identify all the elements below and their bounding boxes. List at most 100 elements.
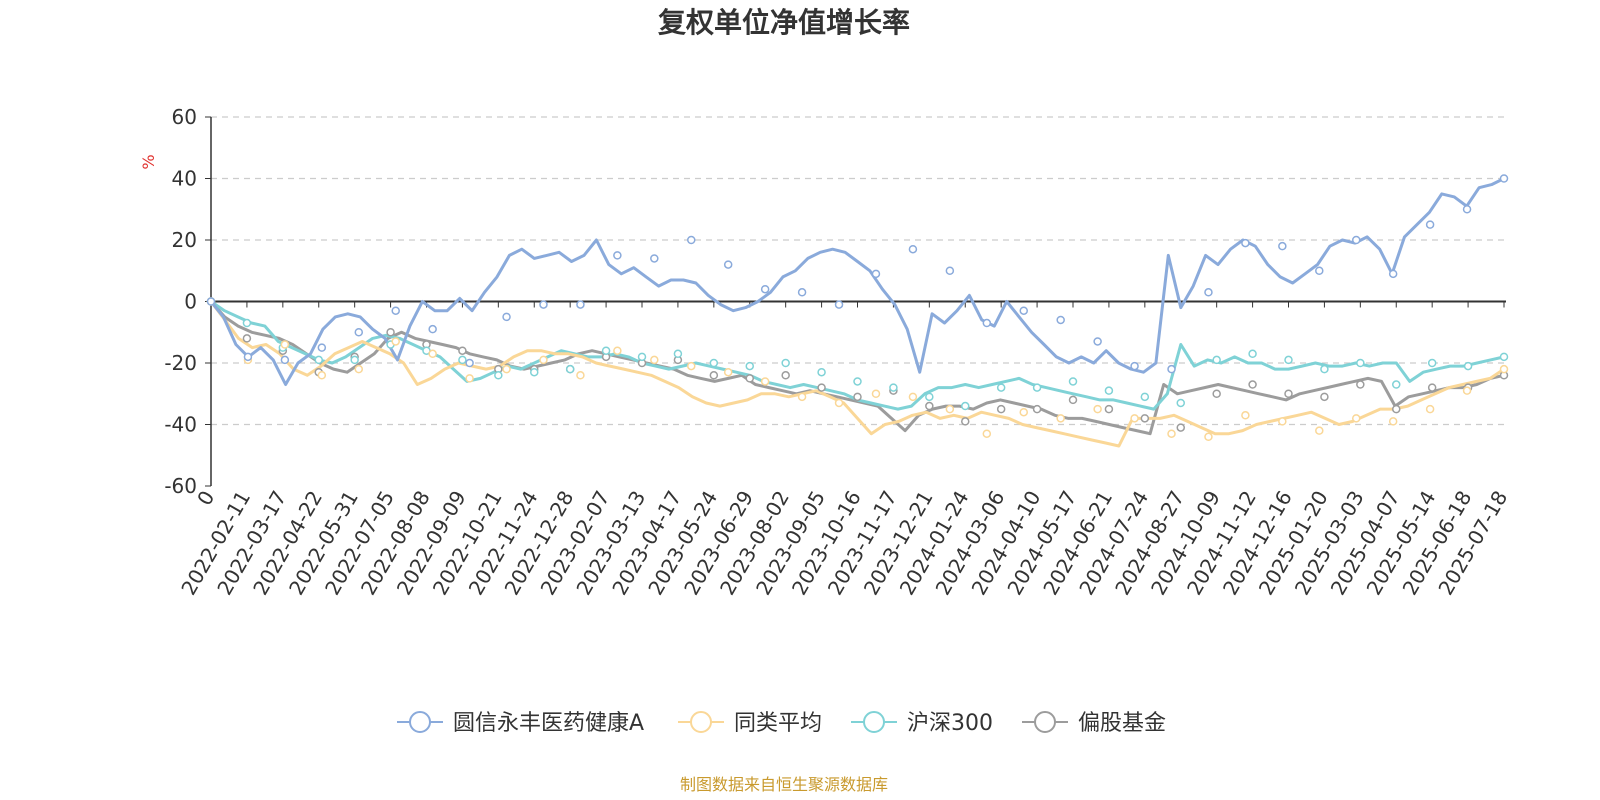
series-line-0 (209, 177, 1505, 386)
series-marker-0 (391, 306, 400, 315)
series-marker-2 (1427, 358, 1437, 368)
series-marker-0 (613, 251, 622, 260)
series-marker-2 (1140, 392, 1150, 402)
x-tick-label: 0 (192, 487, 219, 510)
series-marker-3 (1104, 404, 1114, 414)
series-marker-0 (206, 297, 216, 306)
series-marker-1 (391, 337, 400, 346)
series-marker-0 (1425, 220, 1435, 229)
series-marker-1 (687, 361, 696, 371)
series-marker-2 (350, 355, 359, 365)
series-marker-1 (723, 367, 733, 377)
series-marker-2 (494, 371, 503, 380)
series-marker-1 (1499, 364, 1509, 374)
series-marker-3 (1320, 392, 1329, 402)
series-marker-2 (709, 358, 719, 368)
legend-item-1[interactable]: 同类平均 (678, 711, 822, 736)
series-marker-1 (871, 389, 881, 398)
series-marker-3 (781, 371, 790, 380)
series-marker-0 (760, 284, 770, 294)
series-marker-3 (386, 328, 395, 337)
series-markers (206, 174, 1509, 442)
series-marker-1 (317, 371, 327, 380)
series-marker-1 (908, 392, 918, 402)
axes (210, 117, 1506, 486)
series-marker-1 (1462, 386, 1472, 395)
series-marker-3 (996, 404, 1006, 414)
series-marker-2 (781, 358, 790, 368)
series-marker-1 (1241, 411, 1250, 420)
series-marker-2 (530, 367, 539, 377)
series-marker-0 (834, 300, 844, 309)
series-marker-1 (797, 392, 807, 402)
series-marker-0 (687, 235, 696, 245)
series-marker-1 (1278, 417, 1287, 426)
series-marker-0 (1130, 361, 1139, 371)
series-marker-3 (817, 383, 826, 392)
series-marker-2 (1068, 377, 1078, 386)
series-marker-1 (1167, 429, 1176, 438)
y-tick-label: -20 (164, 351, 197, 375)
series-marker-1 (1351, 414, 1361, 423)
series-marker-1 (1204, 432, 1213, 442)
series-marker-1 (945, 404, 955, 414)
series-marker-3 (1140, 414, 1150, 423)
legend-item-2[interactable]: 沪深300 (851, 711, 993, 736)
series-marker-1 (354, 364, 364, 374)
series-marker-3 (745, 374, 754, 383)
series-marker-0 (908, 244, 918, 254)
series-marker-0 (1278, 241, 1287, 251)
series-marker-0 (1167, 364, 1176, 374)
legend-label: 同类平均 (734, 711, 822, 736)
series-marker-2 (1356, 358, 1365, 368)
series-marker-0 (576, 300, 585, 309)
series-marker-0 (280, 355, 290, 365)
series-marker-0 (1241, 238, 1250, 248)
series-marker-0 (1056, 315, 1065, 325)
series-marker-3 (853, 392, 862, 402)
series-marker-1 (834, 398, 844, 408)
legend-item-0[interactable]: 圆信永丰医药健康A (397, 711, 644, 736)
data-source-note: 制图数据来自恒生聚源数据库 (680, 775, 888, 794)
series-marker-0 (1388, 269, 1398, 279)
series-marker-1 (760, 377, 770, 386)
series-marker-2 (996, 383, 1006, 392)
series-marker-0 (1204, 288, 1213, 297)
series-marker-3 (1356, 380, 1365, 389)
series-marker-1 (1315, 426, 1324, 435)
series-marker-1 (650, 355, 659, 365)
series-marker-0 (465, 358, 474, 368)
series-marker-0 (502, 312, 511, 322)
series-marker-0 (1462, 205, 1472, 214)
series-marker-2 (314, 355, 323, 365)
series-marker-2 (1032, 383, 1042, 392)
series-marker-2 (853, 377, 862, 386)
x-axis-ticks: 02022-02-112022-03-172022-04-222022-05-3… (176, 301, 1512, 599)
series-marker-2 (458, 355, 467, 365)
series-marker-0 (243, 352, 253, 362)
series-marker-0 (945, 266, 955, 275)
series-marker-3 (1427, 383, 1437, 392)
series-marker-0 (650, 254, 659, 263)
series-marker-3 (242, 334, 252, 343)
series-marker-2 (817, 367, 826, 377)
legend-item-3[interactable]: 偏股基金 (1022, 711, 1166, 736)
y-tick-label: 60 (172, 105, 197, 129)
series-marker-2 (637, 352, 647, 362)
series-marker-0 (982, 318, 992, 328)
series-marker-2 (1176, 398, 1185, 408)
series-line-1 (209, 300, 1505, 448)
legend-marker (690, 711, 712, 733)
y-tick-label: -60 (164, 474, 197, 498)
series-marker-2 (1212, 355, 1221, 365)
series-marker-1 (1056, 414, 1065, 423)
series-marker-1 (613, 346, 622, 355)
series-marker-1 (1425, 404, 1435, 414)
series-marker-2 (242, 318, 252, 328)
series-marker-3 (458, 346, 467, 355)
series-marker-2 (673, 349, 683, 359)
series-marker-2 (1463, 361, 1473, 371)
series-marker-1 (576, 371, 585, 380)
series-marker-3 (961, 417, 970, 426)
